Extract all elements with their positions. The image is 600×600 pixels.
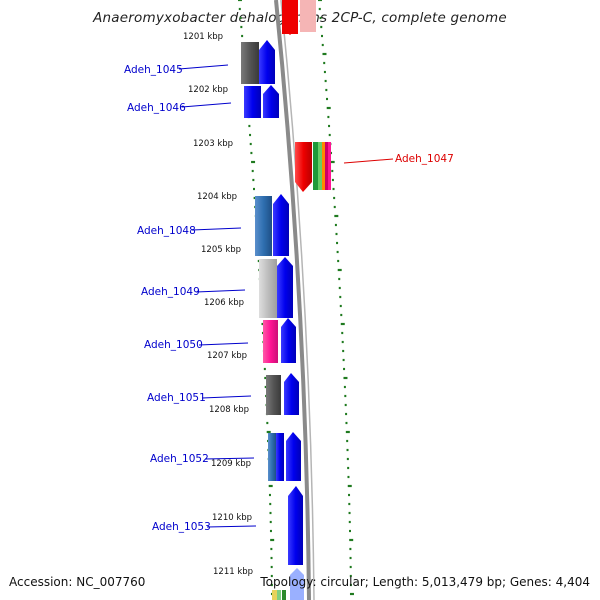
gene-top-partial[interactable]: [282, 0, 316, 35]
label-adeh-1049[interactable]: Adeh_1049: [141, 286, 200, 298]
genome-title: Anaeromyxobacter dehalogenans 2CP-C, com…: [93, 10, 507, 26]
label-adeh-1046[interactable]: Adeh_1046: [127, 102, 186, 114]
gene-bottom-partial[interactable]: [272, 568, 304, 600]
leader-adeh-1048: [191, 227, 242, 231]
label-adeh-1051[interactable]: Adeh_1051: [147, 392, 206, 404]
gene-adeh-1046[interactable]: [244, 85, 279, 118]
ruler-label: 1207 kbp: [207, 351, 247, 361]
topology-text: Topology: circular; Length: 5,013,479 bp…: [260, 575, 590, 589]
gene-adeh-1047[interactable]: [295, 142, 331, 192]
leader-adeh-1052: [204, 457, 255, 460]
ruler-label: 1201 kbp: [183, 32, 223, 42]
tick-track-right: [318, 0, 354, 596]
ruler-label: 1209 kbp: [211, 459, 251, 469]
label-adeh-1048[interactable]: Adeh_1048: [137, 225, 196, 237]
gene-adeh-1053[interactable]: [288, 486, 303, 565]
label-adeh-1050[interactable]: Adeh_1050: [144, 339, 203, 351]
gene-adeh-1051[interactable]: [266, 373, 299, 415]
gene-adeh-1045[interactable]: [241, 40, 275, 84]
leader-adeh-1045: [178, 64, 229, 70]
leader-adeh-1050: [198, 342, 249, 346]
label-adeh-1053[interactable]: Adeh_1053: [152, 521, 211, 533]
ruler-label: 1204 kbp: [197, 192, 237, 202]
gene-adeh-1048[interactable]: [255, 194, 289, 256]
gene-adeh-1052[interactable]: [268, 432, 301, 481]
accession-text: Accession: NC_007760: [9, 575, 146, 589]
genome-backbone-edge: [280, 0, 315, 600]
genome-backbone: [274, 0, 311, 600]
leader-adeh-1047: [343, 158, 394, 164]
ruler-label: 1210 kbp: [212, 513, 252, 523]
ruler-label: 1211 kbp: [213, 567, 253, 577]
leader-adeh-1046: [181, 102, 232, 108]
ruler-label: 1206 kbp: [204, 298, 244, 308]
label-adeh-1052[interactable]: Adeh_1052: [150, 453, 209, 465]
leader-adeh-1051: [201, 395, 252, 399]
ruler-label: 1205 kbp: [201, 245, 241, 255]
gene-adeh-1049[interactable]: [259, 257, 293, 318]
ruler-label: 1203 kbp: [193, 139, 233, 149]
label-adeh-1045[interactable]: Adeh_1045: [124, 64, 183, 76]
ruler-label: 1202 kbp: [188, 85, 228, 95]
ruler-label: 1208 kbp: [209, 405, 249, 415]
leader-adeh-1053: [206, 525, 257, 528]
label-adeh-1047[interactable]: Adeh_1047: [395, 153, 454, 165]
gene-adeh-1050[interactable]: [263, 318, 296, 363]
leader-adeh-1049: [195, 289, 246, 293]
